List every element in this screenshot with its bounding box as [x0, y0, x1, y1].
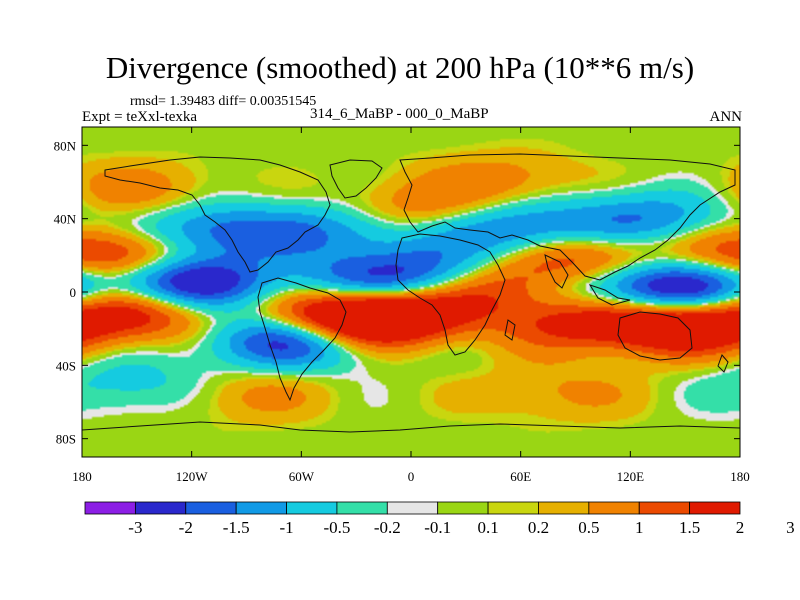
coastline-india — [544, 254, 569, 289]
chart-title: Divergence (smoothed) at 200 hPa (10**6 … — [105, 50, 695, 85]
colorbar-swatch — [437, 501, 489, 515]
colorbar-label: 1.5 — [679, 518, 700, 537]
x-tick-label: 180 — [730, 469, 750, 484]
colorbar-label: 0.2 — [528, 518, 549, 537]
coastline-new-zealand — [717, 354, 729, 373]
coastline-antarctica — [82, 421, 740, 433]
colorbar-label: 1 — [635, 518, 644, 537]
colorbar-label: -1.5 — [223, 518, 250, 537]
colorbar-swatch — [336, 501, 388, 515]
colorbar-swatch — [286, 501, 338, 515]
period-label: ANN — [709, 109, 743, 125]
colorbar-swatch — [638, 501, 691, 515]
coastline-north-america — [104, 156, 331, 273]
map-axes: 180 120W 60W 0 60E 120E 180 80N 40N 0 40S 80S — [54, 127, 750, 484]
subtitle-label: 314_6_MaBP - 000_0_MaBP — [310, 106, 489, 122]
y-tick-label: 80N — [54, 138, 77, 153]
colorbar-label: -1 — [279, 518, 293, 537]
colorbar-label: -0.2 — [374, 518, 401, 537]
colorbar-label: 0.5 — [578, 518, 599, 537]
colorbar-swatch — [235, 501, 287, 515]
colorbar-label: -0.5 — [323, 518, 350, 537]
x-tick-label: 120E — [617, 469, 645, 484]
x-tick-label: 60E — [510, 469, 531, 484]
colorbar-swatch — [84, 501, 136, 515]
experiment-label: Expt = teXxl-texka — [82, 109, 198, 125]
y-tick-label: 80S — [56, 432, 76, 447]
colorbar-swatch — [487, 501, 539, 515]
colorbar-swatch — [185, 501, 237, 515]
coastline-madagascar — [504, 319, 516, 341]
coastline-eurasia — [399, 153, 736, 281]
x-tick-label: 180 — [72, 469, 92, 484]
x-tick-label: 60W — [289, 469, 315, 484]
coastlines — [82, 153, 740, 433]
colorbar-swatch — [538, 501, 590, 515]
colorbar-swatch — [689, 501, 741, 515]
x-tick-label: 120W — [176, 469, 209, 484]
y-tick-label: 0 — [70, 285, 77, 300]
colorbar-swatch — [134, 501, 187, 515]
colorbar: -3 -2 -1.5 -1 -0.5 -0.2 -0.1 0.1 0.2 0.5 1 1.5 2 3 — [84, 501, 795, 537]
colorbar-label: 0.1 — [477, 518, 498, 537]
stats-label: rmsd= 1.39483 diff= 0.00351545 — [130, 94, 317, 109]
coastline-australia — [617, 311, 693, 361]
coastline-south-america — [257, 277, 347, 402]
colorbar-swatch — [386, 501, 439, 515]
colorbar-label: -2 — [179, 518, 193, 537]
colorbar-label: 3 — [786, 518, 795, 537]
y-tick-label: 40S — [56, 358, 76, 373]
x-tick-label: 0 — [408, 469, 415, 484]
colorbar-label: -3 — [128, 518, 142, 537]
coastline-greenland — [329, 159, 383, 199]
coastline-southeast-asia — [588, 284, 631, 306]
colorbar-label: -0.1 — [424, 518, 451, 537]
colorbar-swatch — [588, 501, 640, 515]
colorbar-label: 2 — [736, 518, 745, 537]
coastline-africa — [395, 233, 506, 356]
y-tick-label: 40N — [54, 212, 77, 227]
